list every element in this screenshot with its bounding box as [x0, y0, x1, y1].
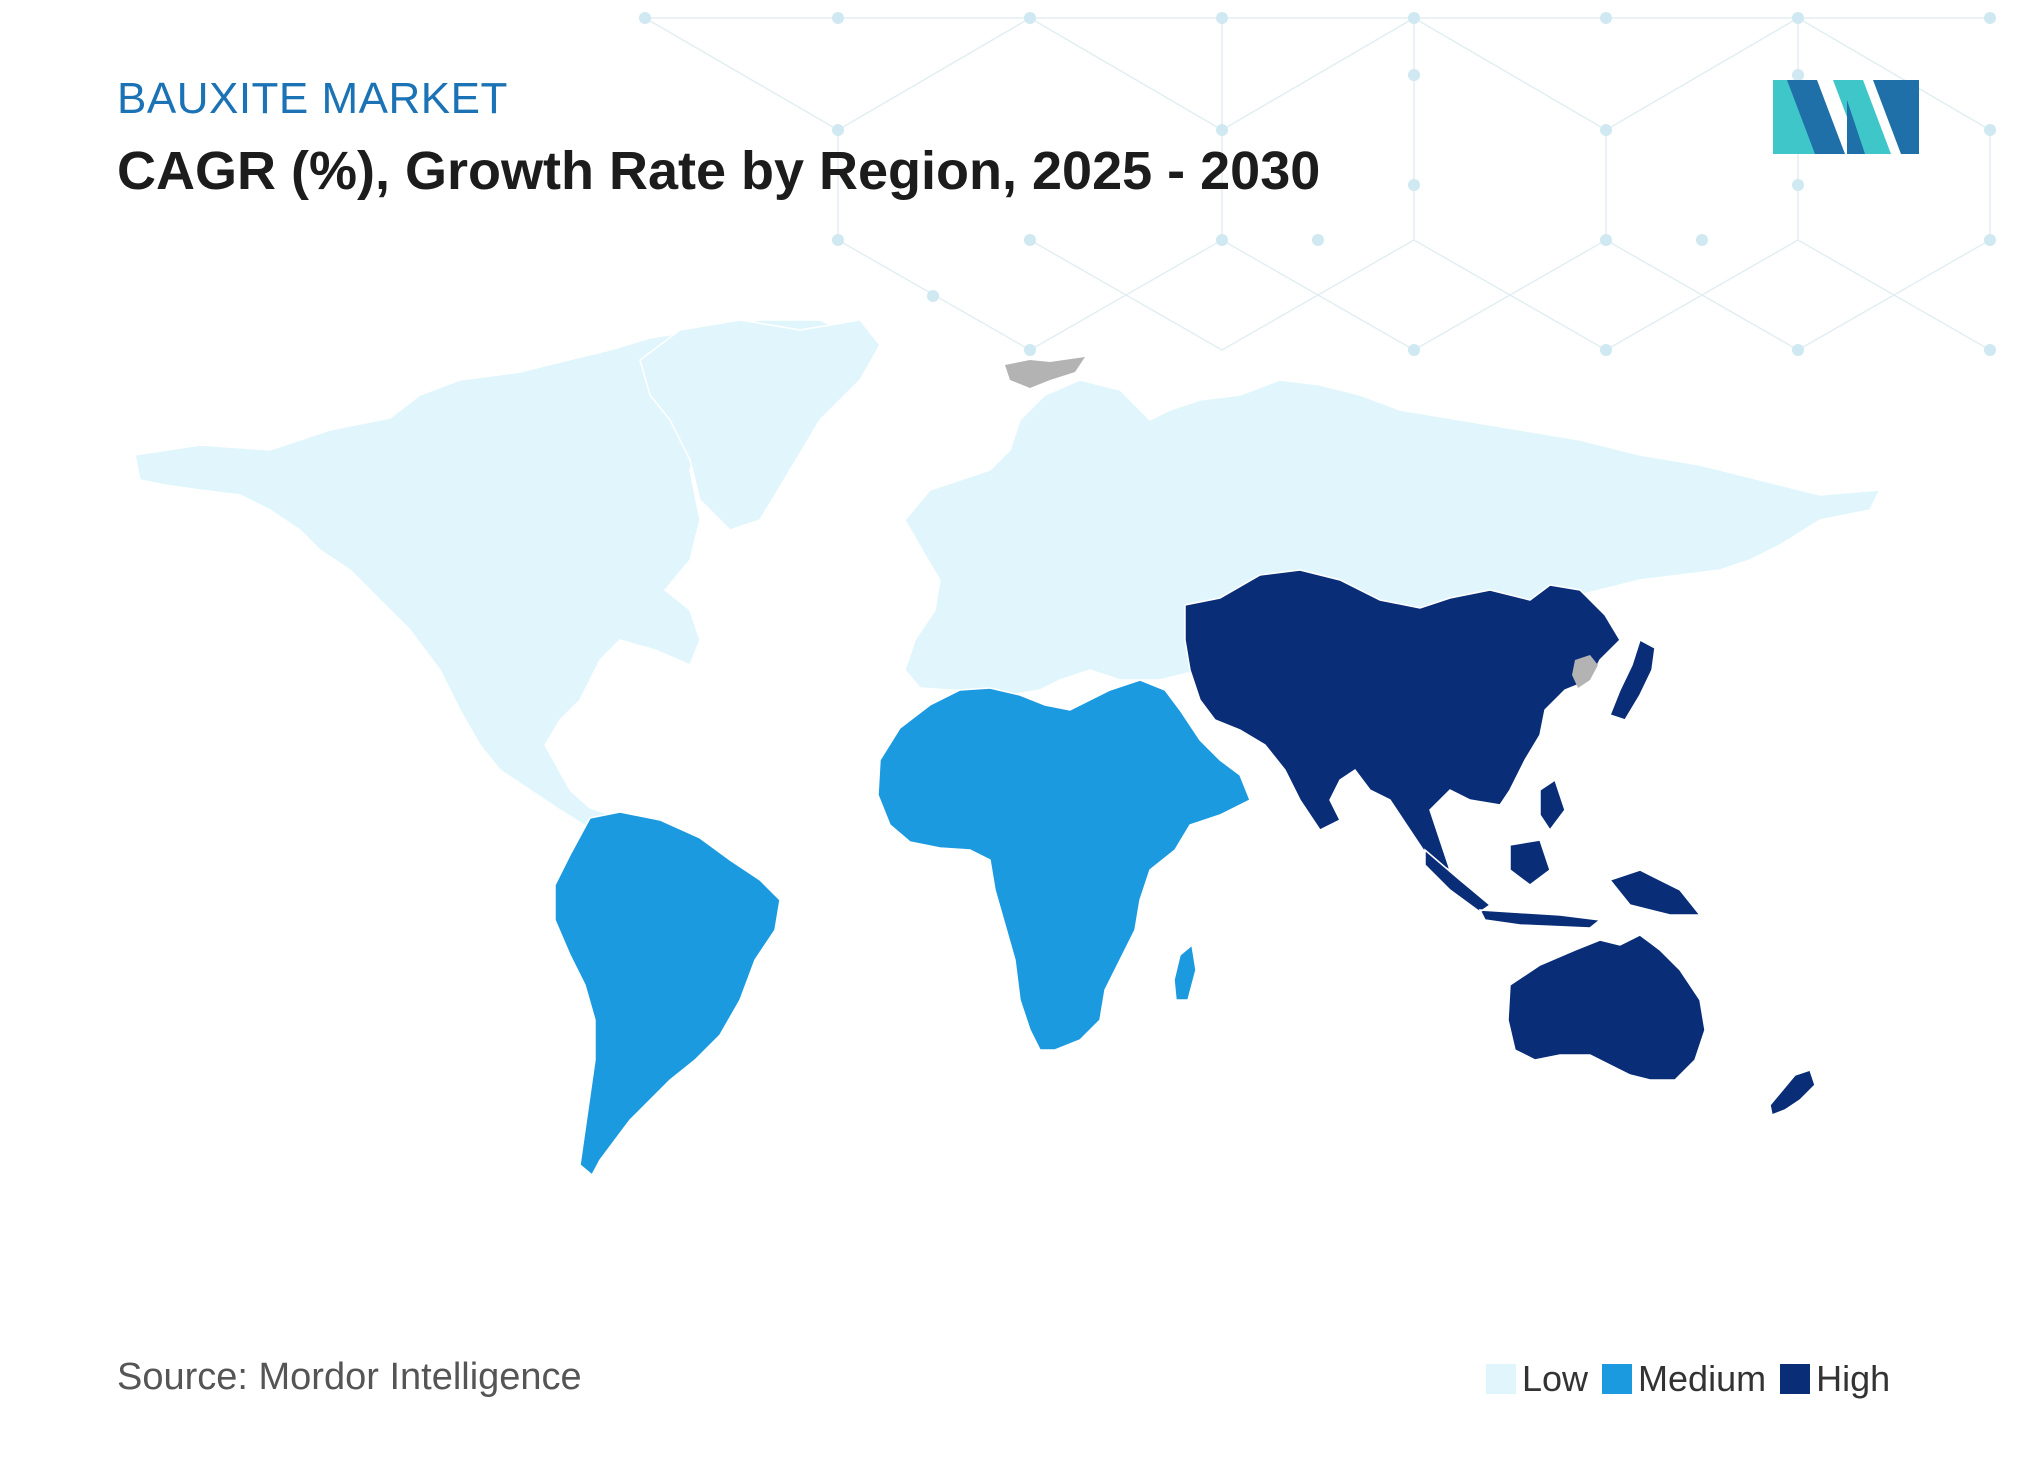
region-australia [1507, 934, 1706, 1081]
region-madagascar [1173, 943, 1197, 1001]
legend-label-medium: Medium [1638, 1358, 1767, 1399]
network-pattern-background [639, 12, 1996, 356]
region-south-america [554, 811, 781, 1177]
legend: Low Medium High [1486, 1358, 1904, 1400]
no-data-korea [1572, 655, 1598, 688]
report-kicker: BAUXITE MARKET [117, 74, 508, 123]
region-new-zealand [1769, 1069, 1816, 1117]
legend-item-high: High [1780, 1358, 1890, 1400]
region-asia [1184, 569, 1621, 872]
source-note: Source: Mordor Intelligence [117, 1356, 582, 1398]
legend-item-medium: Medium [1602, 1358, 1766, 1400]
mordor-intelligence-logo [1773, 80, 1919, 154]
legend-swatch-high [1780, 1364, 1811, 1394]
region-greenland [639, 319, 881, 531]
region-indonesia [1424, 778, 1702, 929]
chart-title: CAGR (%), Growth Rate by Region, 2025 - … [117, 141, 1321, 201]
legend-swatch-low [1486, 1364, 1516, 1394]
legend-label-high: High [1816, 1358, 1891, 1399]
no-data-svalbard [1005, 357, 1085, 388]
region-north-america [134, 319, 852, 842]
legend-label-low: Low [1522, 1358, 1589, 1399]
region-japan [1609, 638, 1656, 721]
legend-swatch-medium [1602, 1364, 1633, 1394]
region-africa-middle-east [877, 679, 1251, 1051]
region-europe-russia [904, 379, 1882, 696]
legend-item-low: Low [1486, 1358, 1588, 1400]
